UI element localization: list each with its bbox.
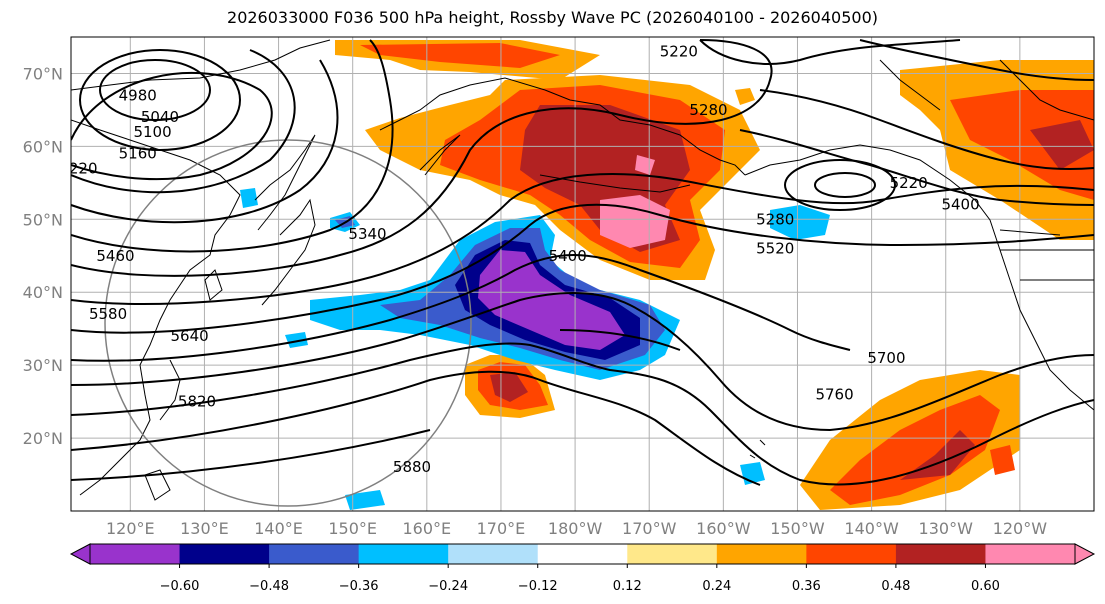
- colorbar-extend-low: [69, 543, 91, 565]
- coastlines: [71, 39, 1094, 501]
- colorbar-tick-label: 0.24: [702, 579, 731, 594]
- longitude-labels: 120°E 130°E 140°E 150°E 160°E 170°E 180°W 170°W…: [106, 519, 1047, 538]
- colorbar-segment: [716, 544, 807, 564]
- lon-tick-label: 130°W: [919, 519, 974, 538]
- contour-label: 5400: [549, 247, 587, 265]
- contour-label: 5640: [171, 327, 209, 345]
- contour-label: 5580: [89, 305, 127, 323]
- contour-label: 4980: [119, 86, 157, 104]
- colorbar-labels: −0.60 −0.48 −0.36 −0.24 −0.12 0.12 0.24 0.36 0.4…: [160, 564, 1000, 594]
- lat-tick-label: 50°N: [23, 210, 63, 229]
- map-frame: [70, 36, 1095, 512]
- colorbar-segment: [448, 544, 539, 564]
- contour-label: 5280: [689, 101, 727, 119]
- height-contours: [71, 39, 1094, 486]
- colorbar-tick-label: 0.60: [971, 579, 1000, 594]
- colorbar-segment: [269, 544, 360, 564]
- lat-tick-label: 30°N: [23, 356, 63, 375]
- contour-label: 5400: [941, 196, 979, 214]
- colorbar-segment: [358, 544, 449, 564]
- contour-label: 5220: [660, 43, 698, 61]
- contour-label: 5760: [815, 385, 853, 403]
- lon-tick-label: 120°E: [106, 519, 155, 538]
- colorbar-extend-high: [1074, 543, 1096, 565]
- contour-label: 5220: [59, 159, 97, 177]
- latitude-labels: 20°N 30°N 40°N 50°N 60°N 70°N: [23, 64, 63, 448]
- colorbar: [69, 543, 1096, 565]
- contour-label: 5280: [756, 210, 794, 228]
- colorbar-segment: [179, 544, 270, 564]
- colorbar-frame: [89, 543, 1076, 565]
- colorbar-segment: [537, 544, 628, 564]
- lat-tick-label: 20°N: [23, 429, 63, 448]
- contour-label: 5460: [96, 247, 134, 265]
- colorbar-tick-label: 0.36: [792, 579, 821, 594]
- lon-tick-label: 170°W: [622, 519, 677, 538]
- lon-tick-label: 170°E: [477, 519, 526, 538]
- colorbar-tick-label: 0.12: [613, 579, 642, 594]
- contour-label: 5220: [890, 174, 928, 192]
- contour-label: 5880: [393, 458, 431, 476]
- colorbar-segment: [627, 544, 718, 564]
- contour-label: 5040: [141, 108, 179, 126]
- gridlines: [71, 37, 1094, 511]
- colorbar-tick-label: −0.36: [339, 579, 379, 594]
- colorbar-tick-label: −0.60: [160, 579, 200, 594]
- colorbar-segment: [985, 544, 1076, 564]
- positive-anomaly-shading: [335, 40, 1094, 510]
- colorbar-tick-label: 0.48: [881, 579, 910, 594]
- lat-tick-label: 70°N: [23, 64, 63, 83]
- lon-tick-label: 120°W: [993, 519, 1048, 538]
- lat-tick-label: 60°N: [23, 137, 63, 156]
- lon-tick-label: 160°E: [402, 519, 451, 538]
- contour-label: 5700: [867, 349, 905, 367]
- colorbar-tick-label: −0.24: [428, 579, 468, 594]
- lon-tick-label: 160°W: [696, 519, 751, 538]
- lon-tick-label: 150°E: [328, 519, 377, 538]
- lon-tick-label: 140°E: [254, 519, 303, 538]
- contour-label: 5820: [178, 393, 216, 411]
- colorbar-segment: [895, 544, 986, 564]
- colorbar-segment: [90, 544, 181, 564]
- colorbar-tick-label: −0.12: [518, 579, 558, 594]
- lon-tick-label: 180°W: [548, 519, 603, 538]
- contour-label: 5520: [756, 239, 794, 257]
- lon-tick-label: 130°E: [180, 519, 229, 538]
- contour-label: 5340: [348, 225, 386, 243]
- reference-circle: [104, 139, 472, 507]
- colorbar-tick-label: −0.48: [249, 579, 289, 594]
- contour-label: 5100: [133, 123, 171, 141]
- colorbar-segment: [806, 544, 897, 564]
- contour-label: 5160: [119, 145, 157, 163]
- lat-tick-label: 40°N: [23, 283, 63, 302]
- lon-tick-label: 150°W: [770, 519, 825, 538]
- lon-tick-label: 140°W: [844, 519, 899, 538]
- map-title: 2026033000 F036 500 hPa height, Rossby W…: [227, 8, 878, 27]
